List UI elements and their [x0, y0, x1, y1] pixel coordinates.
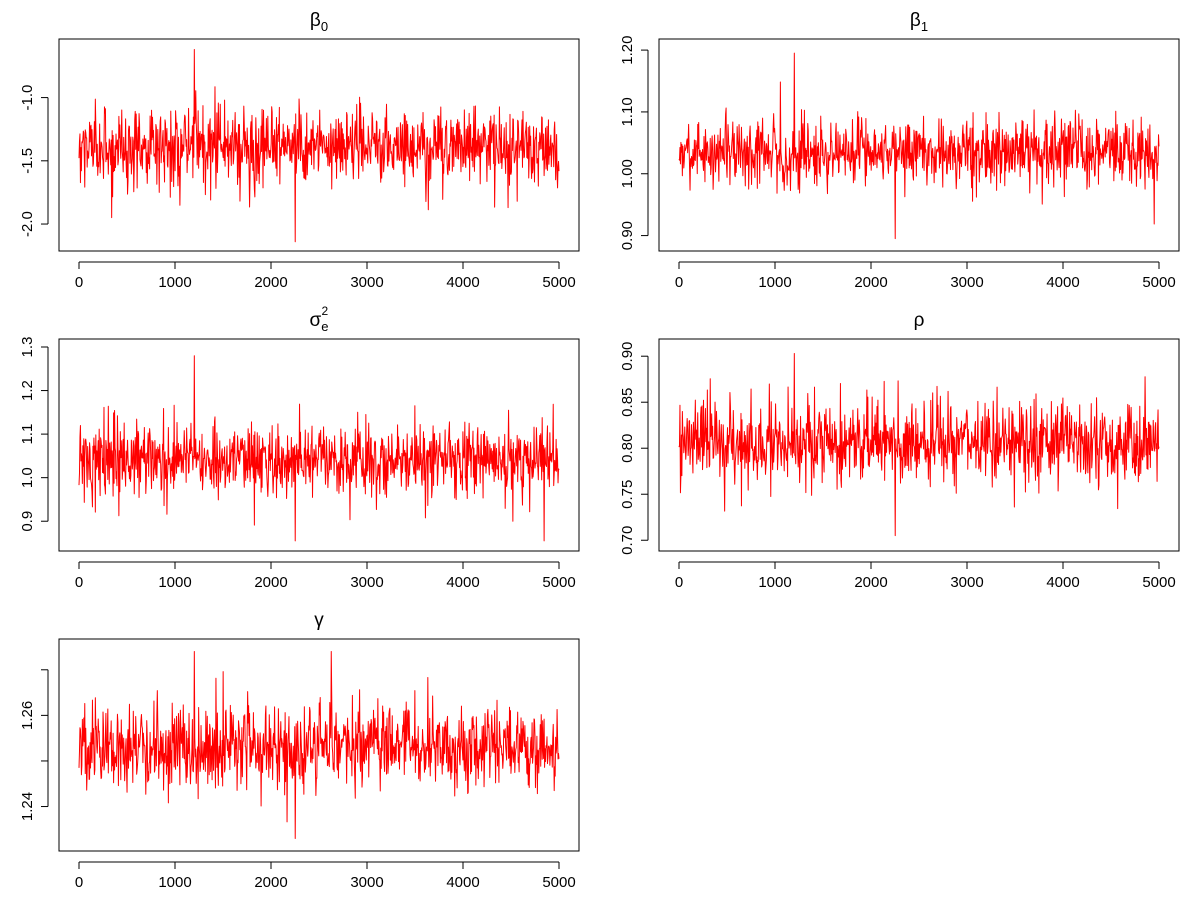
x-tick-label: 5000	[1142, 274, 1175, 291]
y-tick-label: 1.24	[19, 792, 36, 821]
x-tick-label: 3000	[350, 274, 383, 291]
x-tick-label: 4000	[446, 274, 479, 291]
x-tick-label: 1000	[158, 574, 191, 591]
plot-frame	[658, 38, 1180, 252]
y-tick-label: 1.0	[19, 467, 36, 488]
x-tick-label: 1000	[158, 274, 191, 291]
x-axis: 0 1000 2000 3000 4000 5000	[675, 561, 1176, 591]
y-tick-label: -1.5	[19, 148, 36, 174]
y-tick-label: 0.90	[619, 342, 636, 371]
y-axis: 0.90 1.00 1.10 1.20	[619, 35, 649, 250]
y-tick-label: 0.75	[619, 480, 636, 509]
y-tick-label: 1.26	[19, 701, 36, 730]
y-axis: 0.70 0.75 0.80 0.85 0.90	[619, 342, 649, 555]
trace-line	[678, 52, 1160, 240]
trace-panel-5: 0 1000 2000 3000 4000 5000 1.24 1.26 γ	[19, 610, 580, 891]
plot-frame	[58, 338, 580, 552]
x-tick-label: 5000	[542, 274, 575, 291]
x-tick-label: 2000	[254, 574, 287, 591]
x-tick-label: 0	[75, 874, 83, 891]
y-axis: 0.9 1.0 1.1 1.2 1.3	[19, 337, 49, 532]
panel-title: γ	[314, 610, 324, 631]
y-axis: 1.24 1.26	[19, 669, 49, 821]
x-tick-label: 5000	[1142, 574, 1175, 591]
x-tick-label: 3000	[350, 574, 383, 591]
panel-title: β0	[310, 10, 328, 34]
trace-line	[78, 651, 560, 839]
y-tick-label: 1.00	[619, 159, 636, 188]
trace-panel-3: 0 1000 2000 3000 4000 5000 0.9 1.0 1.1 1.2 1.3 σe2	[19, 304, 580, 591]
y-tick-label: -2.0	[19, 211, 36, 237]
x-axis: 0 1000 2000 3000 4000 5000	[75, 261, 576, 291]
y-tick-label: 1.2	[19, 380, 36, 401]
x-tick-label: 2000	[254, 274, 287, 291]
x-tick-label: 0	[675, 574, 683, 591]
y-tick-label: 1.1	[19, 424, 36, 445]
y-tick-label: 1.20	[619, 35, 636, 64]
x-tick-label: 2000	[254, 874, 287, 891]
x-tick-label: 4000	[446, 874, 479, 891]
x-tick-label: 1000	[758, 274, 791, 291]
x-tick-label: 4000	[1046, 574, 1079, 591]
y-tick-label: 1.3	[19, 337, 36, 358]
x-tick-label: 2000	[854, 274, 887, 291]
x-tick-label: 1000	[158, 874, 191, 891]
y-axis: -2.0 -1.5 -1.0	[19, 85, 49, 237]
trace-line	[78, 355, 560, 542]
y-tick-label: 0.80	[619, 434, 636, 463]
x-tick-label: 4000	[446, 574, 479, 591]
trace-line	[78, 49, 560, 243]
panel-title: ρ	[914, 310, 925, 331]
y-tick-label: -1.0	[19, 85, 36, 111]
x-tick-label: 0	[675, 274, 683, 291]
y-tick-label: 0.70	[619, 526, 636, 555]
x-tick-label: 3000	[350, 874, 383, 891]
x-tick-label: 2000	[854, 574, 887, 591]
x-axis: 0 1000 2000 3000 4000 5000	[75, 861, 576, 891]
trace-panel-4: 0 1000 2000 3000 4000 5000 0.70 0.75 0.80 0.85 0.9…	[619, 310, 1180, 591]
x-tick-label: 0	[75, 574, 83, 591]
trace-panel-1: 0 1000 2000 3000 4000 5000 -2.0 -1.5 -1.0 β0	[19, 10, 580, 291]
y-tick-label: 0.90	[619, 221, 636, 250]
x-tick-label: 1000	[758, 574, 791, 591]
panel-title: β1	[910, 10, 928, 34]
x-axis: 0 1000 2000 3000 4000 5000	[75, 561, 576, 591]
x-tick-label: 0	[75, 274, 83, 291]
trace-panel-2: 0 1000 2000 3000 4000 5000 0.90 1.00 1.10 1.20 β1	[619, 10, 1180, 291]
x-tick-label: 5000	[542, 874, 575, 891]
x-tick-label: 3000	[950, 274, 983, 291]
plot-frame	[58, 38, 580, 252]
x-tick-label: 5000	[542, 574, 575, 591]
y-tick-label: 1.10	[619, 97, 636, 126]
plot-frame	[658, 338, 1180, 552]
y-tick-label: 0.85	[619, 388, 636, 417]
plot-frame	[58, 638, 580, 852]
panel-title: σe2	[310, 304, 329, 334]
trace-line	[678, 352, 1160, 537]
x-tick-label: 4000	[1046, 274, 1079, 291]
y-tick-label: 0.9	[19, 511, 36, 532]
x-axis: 0 1000 2000 3000 4000 5000	[675, 261, 1176, 291]
x-tick-label: 3000	[950, 574, 983, 591]
